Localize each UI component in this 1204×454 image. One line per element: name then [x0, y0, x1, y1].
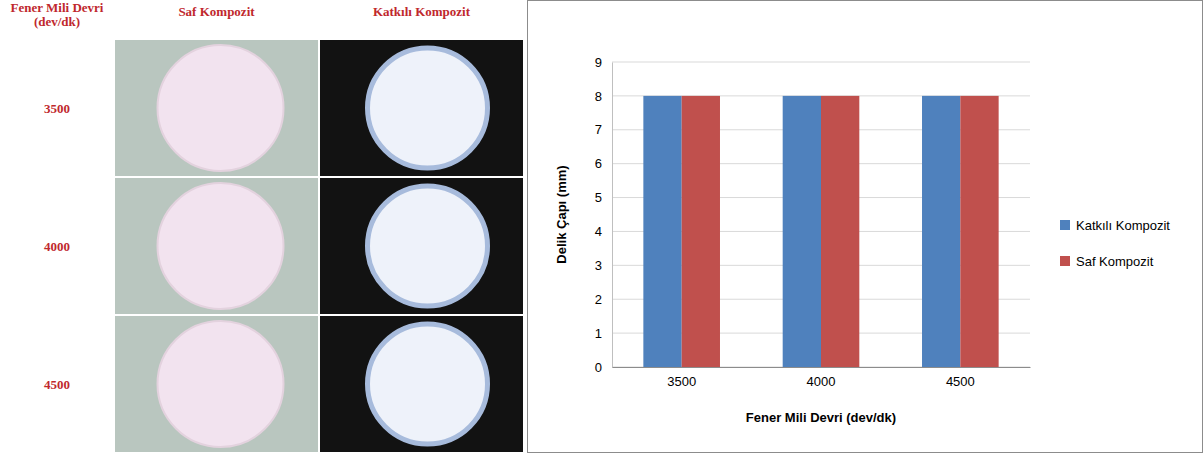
y-tick: 0	[595, 360, 612, 375]
x-tick-label: 4000	[807, 374, 836, 389]
x-tick: 3500	[667, 367, 696, 389]
y-tick-label: 6	[595, 156, 602, 171]
photo-background	[115, 40, 318, 176]
column-header: Saf Kompozit	[178, 4, 255, 19]
x-axis: 3500 4000 4500	[613, 367, 1031, 389]
hole	[158, 321, 284, 447]
row-label: 4500	[44, 377, 70, 392]
legend: Katkılı Kompozit Saf Kompozit	[1060, 218, 1170, 269]
row-label: 3500	[44, 101, 70, 116]
bar	[783, 96, 821, 367]
y-tick-label: 5	[595, 190, 602, 205]
y-tick-label: 9	[595, 55, 602, 70]
y-tick-label: 3	[595, 258, 602, 273]
y-tick: 6	[595, 156, 612, 171]
photo-background	[115, 316, 318, 452]
grid	[612, 62, 1030, 367]
x-tick-label: 3500	[667, 374, 696, 389]
row-label: 4000	[44, 239, 70, 254]
x-tick: 4500	[946, 367, 975, 389]
legend-label: Katkılı Kompozit	[1076, 218, 1170, 233]
y-tick: 2	[595, 292, 612, 307]
column-header: Katkılı Kompozit	[373, 4, 471, 19]
y-axis: 0 1 2 3 4 5 6 7 8 9	[595, 55, 613, 375]
legend-label: Saf Kompozit	[1076, 254, 1154, 269]
y-tick-label: 1	[595, 326, 602, 341]
chart-frame	[528, 1, 1203, 453]
bar	[821, 96, 859, 367]
x-axis-title: Fener Mili Devri (dev/dk)	[746, 410, 896, 425]
hole	[158, 183, 284, 309]
photo-background	[320, 316, 523, 452]
row-header: Fener Mili Devri(dev/dk)	[11, 0, 104, 29]
hole	[368, 324, 488, 444]
y-axis-line	[612, 63, 613, 368]
bar	[960, 96, 998, 367]
y-tick: 1	[595, 326, 612, 341]
y-tick-label: 4	[595, 224, 602, 239]
photo-panel: Fener Mili Devri(dev/dk) Saf Kompozit Katk…	[11, 0, 523, 452]
photo-background	[320, 40, 523, 176]
bar	[922, 96, 960, 367]
x-tick: 4000	[807, 367, 836, 389]
hole	[368, 186, 488, 306]
photo-background	[320, 178, 523, 314]
legend-swatch	[1060, 256, 1070, 266]
y-axis-title: Delik Çapı (mm)	[554, 165, 569, 263]
bar	[643, 96, 681, 367]
hole	[158, 45, 284, 171]
grid-line	[612, 62, 1030, 63]
y-tick: 7	[595, 122, 612, 137]
y-tick: 9	[595, 55, 612, 70]
y-tick-label: 8	[595, 89, 602, 104]
y-tick: 3	[595, 258, 612, 273]
y-tick-label: 2	[595, 292, 602, 307]
y-tick: 8	[595, 89, 612, 104]
legend-swatch	[1060, 220, 1070, 230]
x-axis-line	[613, 367, 1031, 368]
x-tick-label: 4500	[946, 374, 975, 389]
y-tick-label: 0	[595, 360, 602, 375]
figure: Fener Mili Devri(dev/dk)Saf KompozitKatk…	[0, 0, 1204, 454]
y-tick: 4	[595, 224, 612, 239]
hole	[368, 48, 488, 168]
bar	[682, 96, 720, 367]
photo-background	[115, 178, 318, 314]
y-tick: 5	[595, 190, 612, 205]
y-tick-label: 7	[595, 122, 602, 137]
bars	[643, 96, 998, 367]
